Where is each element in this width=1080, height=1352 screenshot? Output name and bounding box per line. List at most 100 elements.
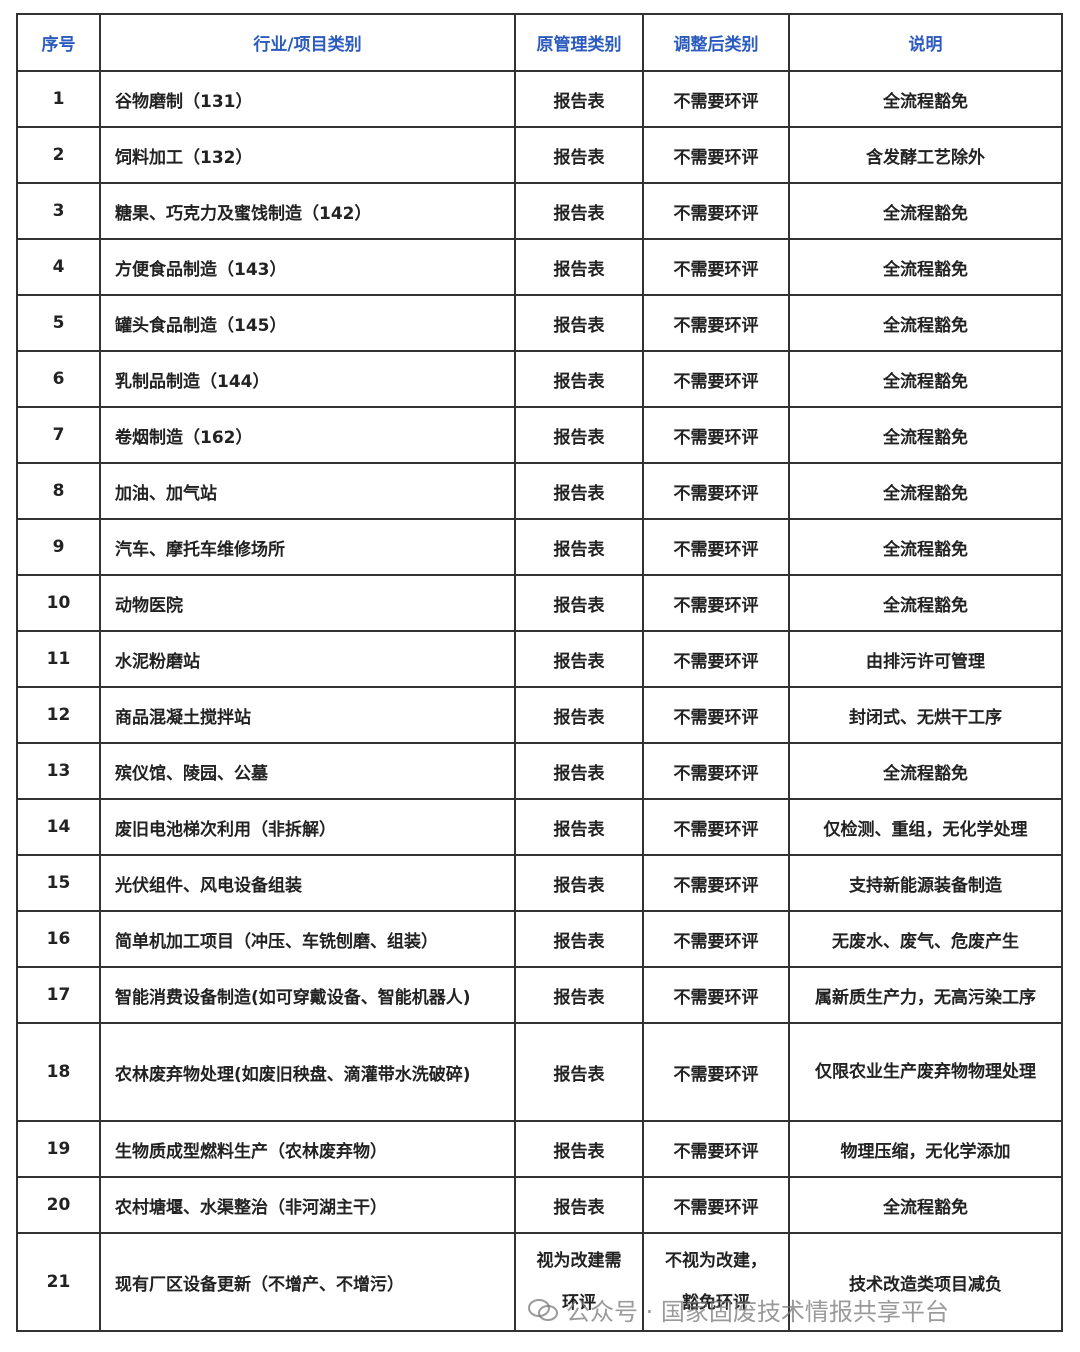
header-cell: 行业/项目类别 [99, 13, 516, 72]
table-row: 15 光伏组件、风电设备组装 报告表 不需要环评 支持新能源装备制造 [16, 854, 1063, 912]
table-cell: 全流程豁免 [788, 518, 1063, 576]
table-cell: 饲料加工（132） [99, 126, 516, 184]
table-cell: 报告表 [514, 406, 644, 464]
table-cell: 全流程豁免 [788, 238, 1063, 296]
table-cell: 9 [16, 518, 101, 576]
table-cell: 不需要环评 [642, 910, 790, 968]
table-cell: 不需要环评 [642, 630, 790, 688]
table-row: 19 生物质成型燃料生产（农林废弃物） 报告表 不需要环评 物理压缩，无化学添加 [16, 1120, 1063, 1178]
table-cell: 报告表 [514, 742, 644, 800]
table-cell: 报告表 [514, 854, 644, 912]
table-cell: 报告表 [514, 910, 644, 968]
table-cell: 不需要环评 [642, 182, 790, 240]
table-row: 9 汽车、摩托车维修场所 报告表 不需要环评 全流程豁免 [16, 518, 1063, 576]
table-cell: 仅限农业生产废弃物物理处理 [788, 1022, 1063, 1122]
table-cell: 全流程豁免 [788, 70, 1063, 128]
header-cell: 原管理类别 [514, 13, 644, 72]
table-cell: 不需要环评 [642, 518, 790, 576]
table-cell: 16 [16, 910, 101, 968]
table-row: 10 动物医院 报告表 不需要环评 全流程豁免 [16, 574, 1063, 632]
table-row: 13 殡仪馆、陵园、公墓 报告表 不需要环评 全流程豁免 [16, 742, 1063, 800]
table-row: 4 方便食品制造（143） 报告表 不需要环评 全流程豁免 [16, 238, 1063, 296]
table-cell: 不需要环评 [642, 350, 790, 408]
table-row: 16 简单机加工项目（冲压、车铣刨磨、组装） 报告表 不需要环评 无废水、废气、危废产生 [16, 910, 1063, 968]
table-cell: 全流程豁免 [788, 1176, 1063, 1234]
table-cell: 报告表 [514, 182, 644, 240]
wechat-icon [528, 1298, 558, 1321]
table-cell: 全流程豁免 [788, 182, 1063, 240]
table-cell: 加油、加气站 [99, 462, 516, 520]
table-cell: 5 [16, 294, 101, 352]
table-cell: 报告表 [514, 294, 644, 352]
table-row: 6 乳制品制造（144） 报告表 不需要环评 全流程豁免 [16, 350, 1063, 408]
table-row: 12 商品混凝土搅拌站 报告表 不需要环评 封闭式、无烘干工序 [16, 686, 1063, 744]
table-row: 8 加油、加气站 报告表 不需要环评 全流程豁免 [16, 462, 1063, 520]
table-cell: 不需要环评 [642, 126, 790, 184]
table-cell: 12 [16, 686, 101, 744]
table-cell: 水泥粉磨站 [99, 630, 516, 688]
watermark: 公众号 · 国家固废技术情报共享平台 [528, 1292, 949, 1327]
table-cell: 不需要环评 [642, 294, 790, 352]
table-cell: 全流程豁免 [788, 462, 1063, 520]
table-row: 17 智能消费设备制造(如可穿戴设备、智能机器人) 报告表 不需要环评 属新质生产力，无… [16, 966, 1063, 1024]
table-cell: 汽车、摩托车维修场所 [99, 518, 516, 576]
table-cell: 报告表 [514, 126, 644, 184]
table-cell: 由排污许可管理 [788, 630, 1063, 688]
table-cell: 报告表 [514, 686, 644, 744]
table-cell: 报告表 [514, 70, 644, 128]
table-cell: 报告表 [514, 798, 644, 856]
table-cell: 卷烟制造（162） [99, 406, 516, 464]
table-cell: 农林废弃物处理(如废旧秧盘、滴灌带水洗破碎) [99, 1022, 516, 1122]
table-cell: 不需要环评 [642, 686, 790, 744]
table-row: 1 谷物磨制（131） 报告表 不需要环评 全流程豁免 [16, 70, 1063, 128]
table-cell: 报告表 [514, 238, 644, 296]
table-cell: 光伏组件、风电设备组装 [99, 854, 516, 912]
table-row: 11 水泥粉磨站 报告表 不需要环评 由排污许可管理 [16, 630, 1063, 688]
table-cell: 3 [16, 182, 101, 240]
table-cell: 不需要环评 [642, 462, 790, 520]
table-cell: 17 [16, 966, 101, 1024]
table-cell: 谷物磨制（131） [99, 70, 516, 128]
table-row: 20 农村塘堰、水渠整治（非河湖主干） 报告表 不需要环评 全流程豁免 [16, 1176, 1063, 1234]
table-row: 18 农林废弃物处理(如废旧秧盘、滴灌带水洗破碎) 报告表 不需要环评 仅限农业生产废弃… [16, 1022, 1063, 1122]
table-cell: 生物质成型燃料生产（农林废弃物） [99, 1120, 516, 1178]
table-cell: 乳制品制造（144） [99, 350, 516, 408]
table-cell: 不需要环评 [642, 966, 790, 1024]
table-cell: 20 [16, 1176, 101, 1234]
watermark-text: 公众号 · 国家固废技术情报共享平台 [566, 1298, 949, 1326]
table-cell: 方便食品制造（143） [99, 238, 516, 296]
table-cell: 仅检测、重组，无化学处理 [788, 798, 1063, 856]
table: 序号 行业/项目类别 原管理类别 调整后类别 说明 1 谷物磨制（131） 报告表 不需要环评… [16, 13, 1063, 1332]
table-cell: 全流程豁免 [788, 742, 1063, 800]
table-cell: 全流程豁免 [788, 574, 1063, 632]
table-cell: 报告表 [514, 462, 644, 520]
table-cell: 物理压缩，无化学添加 [788, 1120, 1063, 1178]
table-cell: 农村塘堰、水渠整治（非河湖主干） [99, 1176, 516, 1234]
table-cell: 封闭式、无烘干工序 [788, 686, 1063, 744]
table-cell: 11 [16, 630, 101, 688]
table-cell: 6 [16, 350, 101, 408]
table-cell: 不需要环评 [642, 70, 790, 128]
header-row: 序号 行业/项目类别 原管理类别 调整后类别 说明 [16, 13, 1063, 72]
table-cell: 商品混凝土搅拌站 [99, 686, 516, 744]
table-cell: 15 [16, 854, 101, 912]
table-cell: 8 [16, 462, 101, 520]
header-cell: 调整后类别 [642, 13, 790, 72]
table-cell: 殡仪馆、陵园、公墓 [99, 742, 516, 800]
table-cell: 报告表 [514, 350, 644, 408]
table-cell: 报告表 [514, 966, 644, 1024]
table-cell: 不需要环评 [642, 854, 790, 912]
table-cell: 不需要环评 [642, 742, 790, 800]
header-cell: 序号 [16, 13, 101, 72]
table-cell: 报告表 [514, 574, 644, 632]
table-cell: 全流程豁免 [788, 294, 1063, 352]
table-cell: 不需要环评 [642, 406, 790, 464]
table-cell: 不视为改建，豁免环评 [642, 1232, 790, 1332]
table-cell: 不需要环评 [642, 238, 790, 296]
table-cell: 全流程豁免 [788, 350, 1063, 408]
table-cell: 报告表 [514, 1120, 644, 1178]
table-row: 3 糖果、巧克力及蜜饯制造（142） 报告表 不需要环评 全流程豁免 [16, 182, 1063, 240]
table-row: 7 卷烟制造（162） 报告表 不需要环评 全流程豁免 [16, 406, 1063, 464]
table-cell: 动物医院 [99, 574, 516, 632]
